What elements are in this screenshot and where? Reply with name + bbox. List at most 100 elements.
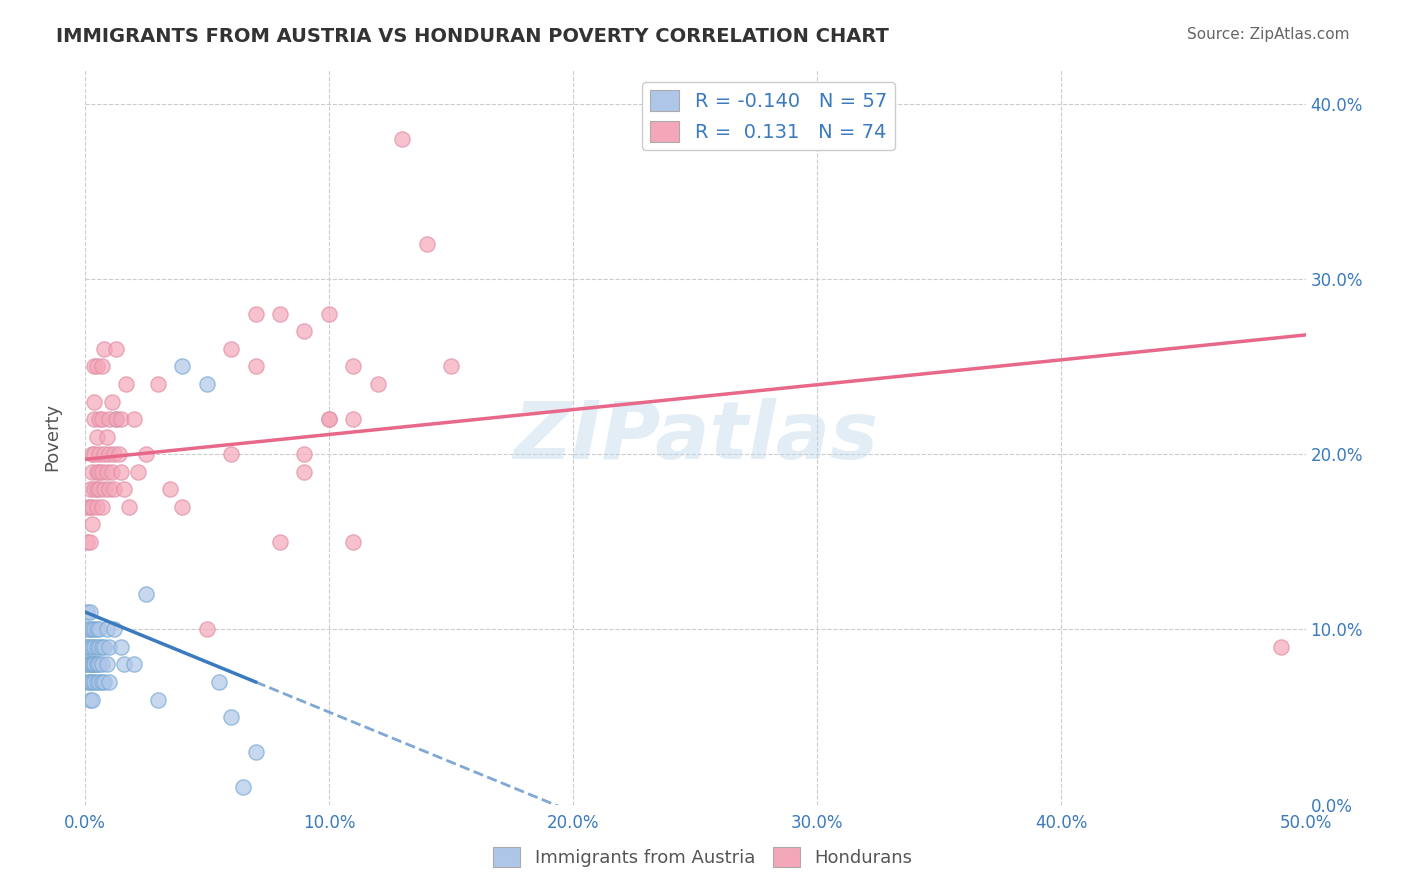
- Point: [76, 500, 98, 514]
- Point: [146, 377, 169, 392]
- Text: IMMIGRANTS FROM AUSTRIA VS HONDURAN POVERTY CORRELATION CHART: IMMIGRANTS FROM AUSTRIA VS HONDURAN POVE…: [56, 27, 889, 45]
- Point: [103, 623, 125, 637]
- Point: [79, 500, 101, 514]
- Point: [96, 429, 118, 443]
- Point: [86, 500, 108, 514]
- Point: [146, 692, 169, 706]
- Point: [80, 640, 103, 654]
- Point: [79, 623, 101, 637]
- Point: [294, 465, 316, 479]
- Point: [103, 482, 125, 496]
- Point: [89, 447, 111, 461]
- Point: [105, 412, 128, 426]
- Point: [122, 412, 145, 426]
- Point: [86, 675, 108, 690]
- Point: [342, 359, 364, 374]
- Point: [89, 623, 111, 637]
- Point: [80, 692, 103, 706]
- Y-axis label: Poverty: Poverty: [44, 402, 60, 471]
- Point: [86, 482, 108, 496]
- Point: [86, 465, 108, 479]
- Point: [76, 657, 98, 672]
- Point: [98, 640, 121, 654]
- Point: [90, 640, 112, 654]
- Point: [440, 359, 463, 374]
- Point: [110, 412, 132, 426]
- Point: [83, 482, 105, 496]
- Point: [122, 657, 145, 672]
- Point: [318, 412, 340, 426]
- Point: [90, 465, 112, 479]
- Point: [89, 465, 111, 479]
- Point: [83, 359, 105, 374]
- Point: [76, 534, 98, 549]
- Point: [79, 605, 101, 619]
- Point: [103, 447, 125, 461]
- Point: [96, 657, 118, 672]
- Point: [79, 534, 101, 549]
- Point: [80, 675, 103, 690]
- Point: [79, 675, 101, 690]
- Point: [90, 657, 112, 672]
- Point: [89, 657, 111, 672]
- Point: [1270, 640, 1292, 654]
- Point: [195, 377, 218, 392]
- Point: [79, 675, 101, 690]
- Point: [83, 394, 105, 409]
- Point: [294, 325, 316, 339]
- Point: [219, 447, 242, 461]
- Point: [76, 605, 98, 619]
- Point: [80, 447, 103, 461]
- Point: [118, 500, 141, 514]
- Point: [318, 412, 340, 426]
- Point: [79, 657, 101, 672]
- Point: [112, 657, 135, 672]
- Point: [80, 500, 103, 514]
- Point: [80, 465, 103, 479]
- Point: [90, 675, 112, 690]
- Point: [89, 640, 111, 654]
- Point: [76, 657, 98, 672]
- Point: [83, 657, 105, 672]
- Point: [342, 412, 364, 426]
- Point: [76, 623, 98, 637]
- Point: [245, 745, 267, 759]
- Point: [100, 465, 122, 479]
- Point: [135, 587, 157, 601]
- Point: [79, 640, 101, 654]
- Point: [79, 692, 101, 706]
- Point: [232, 780, 254, 794]
- Point: [79, 657, 101, 672]
- Point: [115, 377, 138, 392]
- Point: [172, 359, 194, 374]
- Point: [96, 465, 118, 479]
- Point: [93, 342, 115, 356]
- Point: [269, 534, 291, 549]
- Point: [135, 447, 157, 461]
- Point: [98, 412, 121, 426]
- Point: [98, 482, 121, 496]
- Point: [367, 377, 389, 392]
- Point: [86, 640, 108, 654]
- Point: [93, 640, 115, 654]
- Point: [76, 675, 98, 690]
- Point: [83, 623, 105, 637]
- Point: [112, 482, 135, 496]
- Point: [80, 657, 103, 672]
- Point: [108, 447, 131, 461]
- Point: [172, 500, 194, 514]
- Point: [83, 657, 105, 672]
- Point: [110, 465, 132, 479]
- Point: [90, 412, 112, 426]
- Point: [219, 342, 242, 356]
- Point: [318, 307, 340, 321]
- Point: [391, 131, 413, 145]
- Point: [79, 482, 101, 496]
- Point: [96, 623, 118, 637]
- Point: [80, 517, 103, 532]
- Point: [100, 394, 122, 409]
- Point: [80, 657, 103, 672]
- Point: [76, 640, 98, 654]
- Point: [83, 447, 105, 461]
- Point: [89, 482, 111, 496]
